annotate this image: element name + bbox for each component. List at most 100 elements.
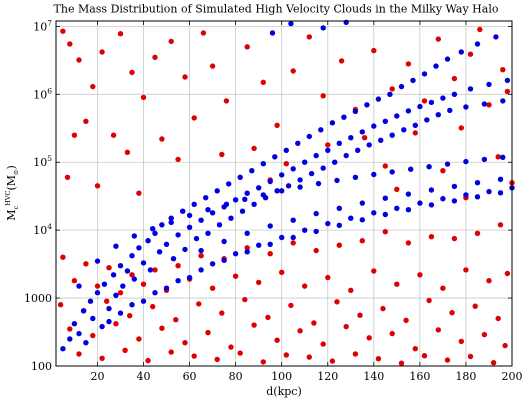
data-point <box>366 142 372 148</box>
y-tick-label: 104 <box>33 222 52 237</box>
data-point <box>412 122 418 128</box>
x-tick-label: 200 <box>502 370 523 383</box>
data-point <box>338 58 345 64</box>
chart-title: The Mass Distribution of Simulated High … <box>54 3 499 16</box>
data-point <box>90 332 96 339</box>
data-point <box>83 261 89 267</box>
data-point <box>486 188 492 195</box>
data-point <box>405 240 412 246</box>
data-point <box>251 322 257 328</box>
data-point <box>308 170 315 177</box>
data-point <box>140 94 147 101</box>
data-point <box>481 156 488 163</box>
data-point <box>228 344 234 350</box>
data-point <box>260 79 266 86</box>
data-point <box>159 136 165 142</box>
data-point <box>175 156 181 163</box>
data-point <box>371 210 377 216</box>
x-tick-label: 40 <box>137 370 151 383</box>
data-point <box>341 114 347 120</box>
data-point <box>474 230 481 236</box>
data-point <box>101 281 108 287</box>
data-point <box>71 321 78 327</box>
data-point <box>191 201 197 207</box>
data-point <box>60 346 66 352</box>
data-point <box>477 26 483 33</box>
data-point <box>458 125 464 131</box>
data-point <box>440 285 446 291</box>
data-point <box>421 353 428 359</box>
data-point <box>502 342 508 349</box>
data-point <box>279 188 285 194</box>
data-point <box>159 222 165 228</box>
data-point <box>265 314 271 321</box>
data-point <box>467 51 474 57</box>
data-point <box>67 326 73 332</box>
data-point <box>359 238 365 244</box>
data-point <box>288 302 294 309</box>
data-point <box>106 318 112 325</box>
data-point <box>394 113 400 119</box>
data-point <box>449 310 455 316</box>
data-point <box>440 95 446 101</box>
data-point <box>343 19 349 25</box>
data-point <box>440 168 446 174</box>
data-point <box>451 235 458 242</box>
data-point <box>80 308 87 314</box>
data-point <box>168 38 174 45</box>
data-point <box>244 230 250 236</box>
axis-ticks: 20 40 60 80 100 120 140 160 180 200 100 1000 104 105 1… <box>24 18 523 383</box>
data-point <box>359 217 365 223</box>
data-point <box>318 127 324 133</box>
data-point <box>209 63 216 69</box>
data-point <box>182 246 188 253</box>
data-point <box>435 112 441 118</box>
data-point <box>120 283 126 289</box>
data-point <box>306 34 312 40</box>
data-point <box>140 260 147 266</box>
data-point <box>486 278 492 284</box>
data-point <box>366 335 372 341</box>
data-point <box>244 44 250 50</box>
data-point <box>435 36 441 42</box>
data-point <box>242 296 248 303</box>
data-point <box>129 302 135 308</box>
data-point <box>242 196 248 202</box>
data-point <box>490 360 497 366</box>
data-point <box>334 299 340 305</box>
data-point <box>94 290 101 296</box>
data-point <box>359 129 365 135</box>
data-point <box>279 172 285 178</box>
data-point <box>203 195 209 201</box>
data-point <box>500 67 506 73</box>
data-point <box>332 159 338 165</box>
data-point <box>251 145 257 152</box>
data-point <box>348 135 354 141</box>
data-point <box>394 186 400 192</box>
data-point <box>122 347 128 353</box>
data-point <box>283 147 289 153</box>
data-point <box>355 147 361 153</box>
data-point <box>244 245 250 251</box>
data-point <box>94 283 101 289</box>
data-point <box>290 234 296 241</box>
data-point <box>94 183 101 189</box>
data-point <box>380 305 386 312</box>
data-point <box>405 191 412 197</box>
data-point <box>497 176 504 182</box>
data-point <box>481 101 488 107</box>
data-point <box>401 127 407 133</box>
data-point <box>267 241 273 247</box>
data-point <box>444 161 451 167</box>
data-point <box>375 96 382 102</box>
data-point <box>256 242 262 248</box>
data-point <box>106 265 112 271</box>
data-point <box>131 276 137 282</box>
data-point <box>67 336 73 342</box>
data-point <box>129 253 135 259</box>
data-point <box>60 254 66 260</box>
data-point <box>152 54 158 60</box>
data-point <box>193 235 200 242</box>
data-point <box>205 207 211 213</box>
data-point <box>76 330 82 337</box>
